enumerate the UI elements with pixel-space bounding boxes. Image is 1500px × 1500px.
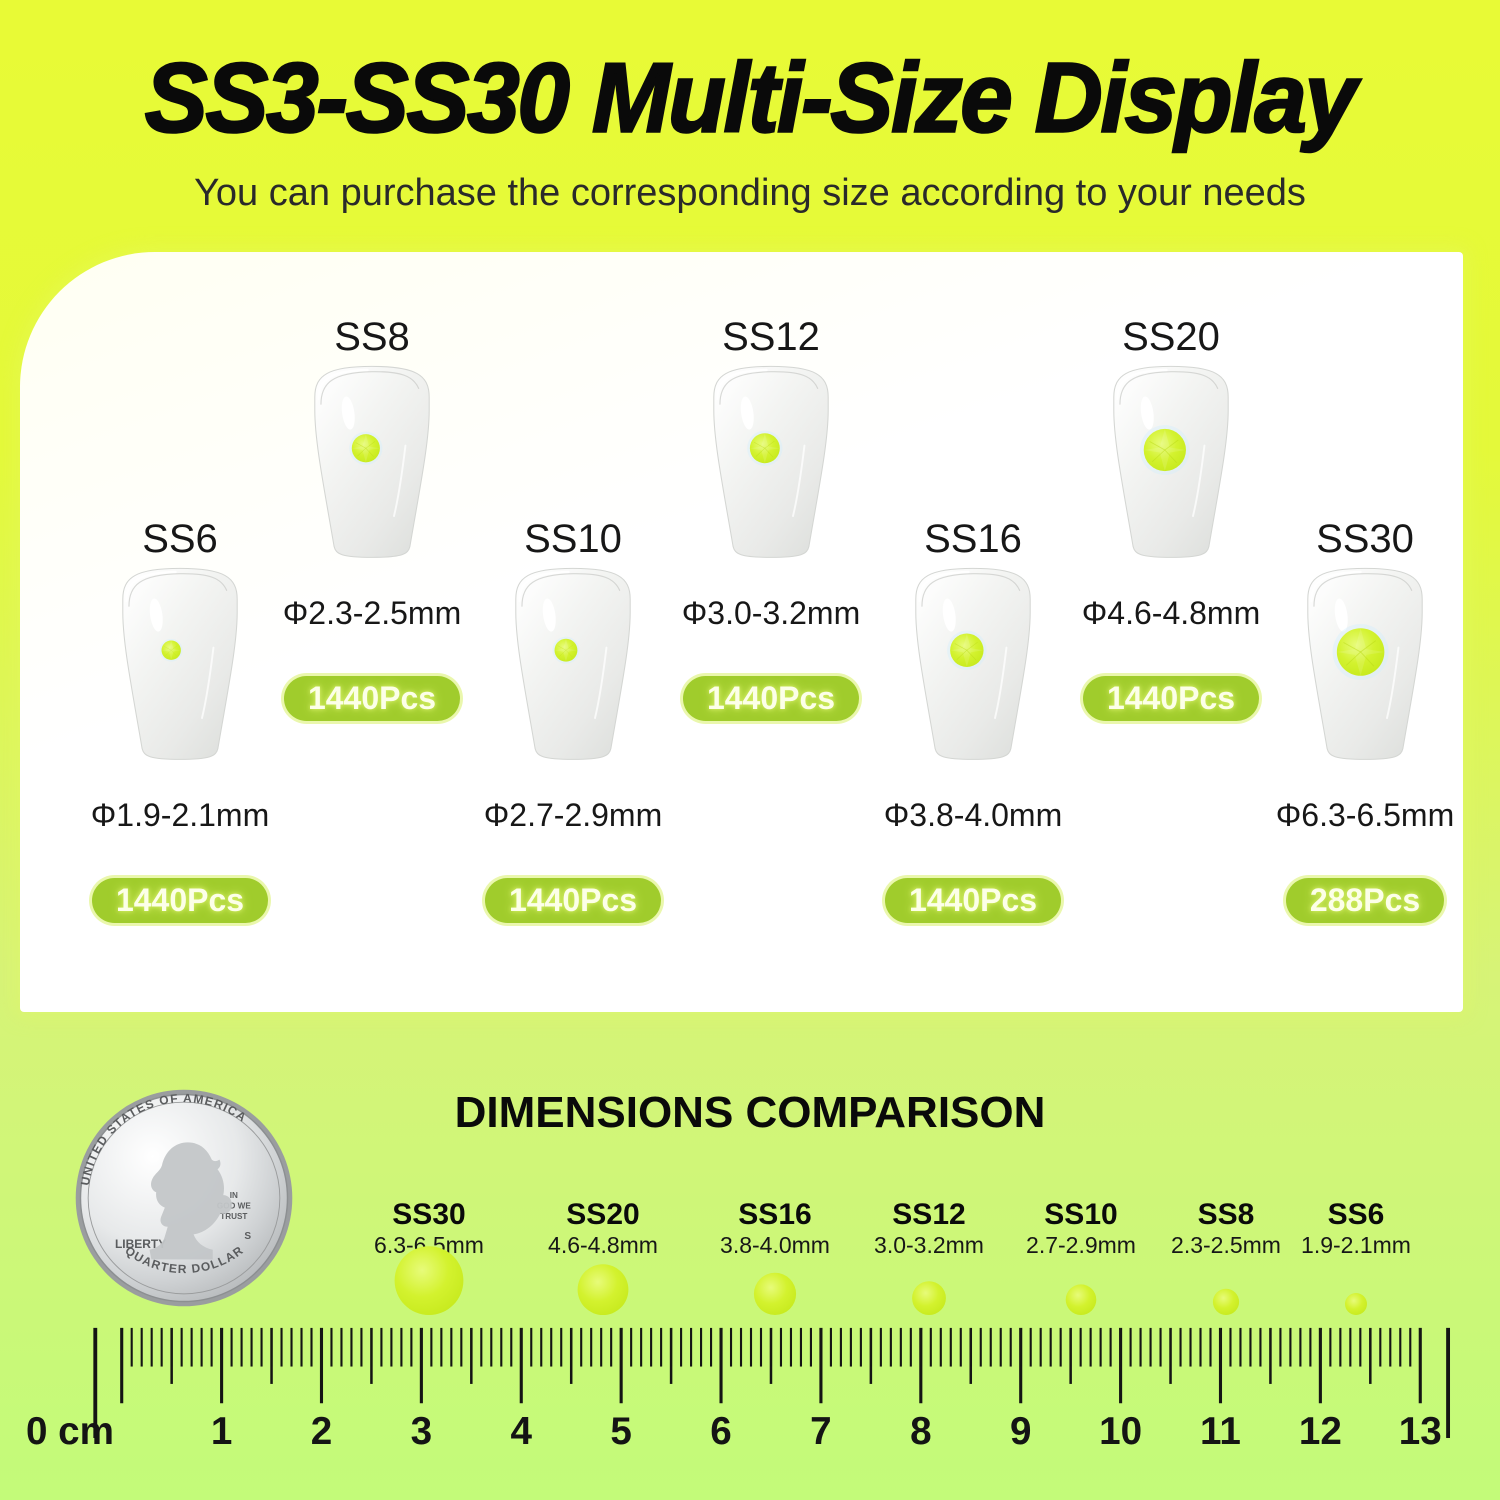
svg-text:12: 12 [1299, 1410, 1342, 1453]
svg-text:10: 10 [1099, 1410, 1142, 1453]
svg-text:13: 13 [1399, 1410, 1442, 1453]
svg-text:8: 8 [910, 1410, 931, 1453]
svg-text:3: 3 [411, 1410, 432, 1453]
svg-text:0 cm: 0 cm [26, 1410, 114, 1453]
svg-text:7: 7 [810, 1410, 831, 1453]
svg-text:5: 5 [610, 1410, 631, 1453]
svg-text:1: 1 [211, 1410, 232, 1453]
svg-text:6: 6 [710, 1410, 731, 1453]
svg-text:IN: IN [230, 1191, 238, 1200]
svg-text:11: 11 [1200, 1410, 1241, 1453]
svg-text:2: 2 [311, 1410, 332, 1453]
svg-text:9: 9 [1010, 1410, 1031, 1453]
svg-text:S: S [244, 1231, 251, 1242]
svg-text:4: 4 [511, 1410, 533, 1453]
